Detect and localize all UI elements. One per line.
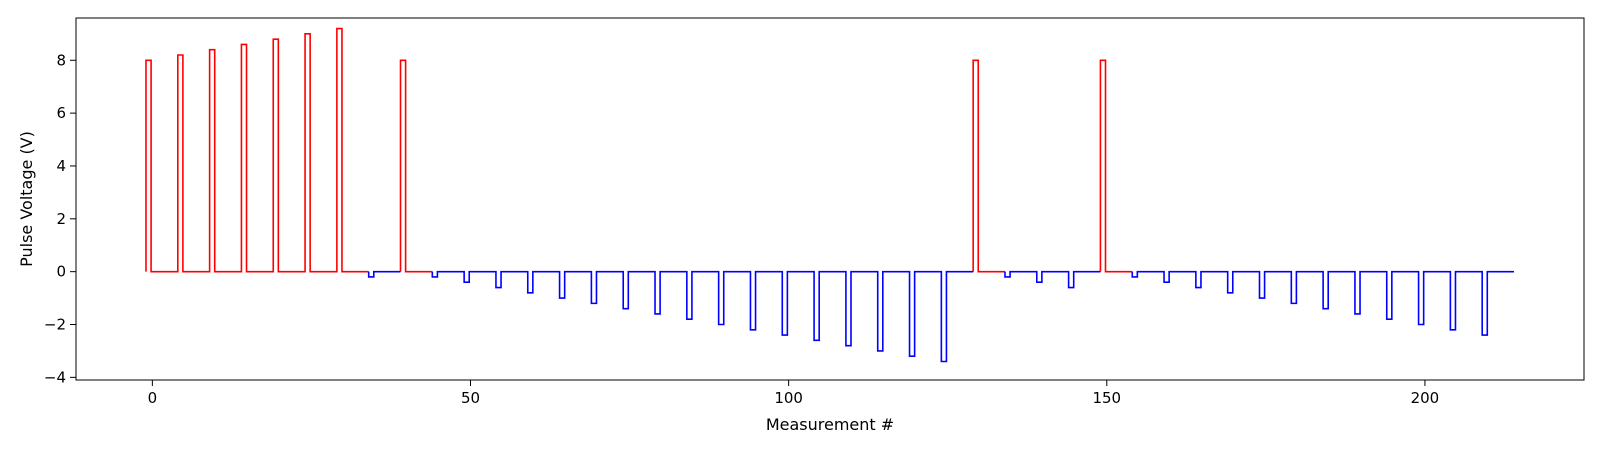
x-axis-ticks: 0 50 100 150 200 — [148, 380, 1440, 407]
x-tick-label: 0 — [148, 389, 158, 407]
series-1-segment-2 — [1004, 270, 1101, 289]
x-tick-label: 200 — [1411, 389, 1440, 407]
y-tick-label: 0 — [56, 263, 66, 281]
series-1-segment-3 — [1131, 270, 1515, 336]
y-tick-label: −2 — [44, 316, 66, 334]
plot-frame — [75, 17, 1585, 381]
series-1-segment-0 — [367, 270, 401, 278]
x-tick-label: 100 — [774, 389, 803, 407]
y-axis-ticks: −4 −2 0 2 4 6 8 — [44, 51, 76, 386]
series-layer — [145, 27, 1515, 363]
series-0-segment-2 — [972, 59, 1005, 273]
y-tick-label: 8 — [56, 51, 66, 69]
y-tick-label: −4 — [44, 368, 66, 386]
y-tick-label: 6 — [56, 104, 66, 122]
x-tick-label: 150 — [1092, 389, 1121, 407]
series-1-segment-1 — [431, 270, 974, 363]
y-axis-label: Pulse Voltage (V) — [17, 131, 36, 267]
series-0-segment-3 — [1099, 59, 1133, 273]
x-tick-label: 50 — [461, 389, 480, 407]
series-0-segment-0 — [145, 27, 369, 273]
x-axis-label: Measurement # — [766, 415, 894, 434]
y-tick-label: 4 — [56, 157, 66, 175]
y-tick-label: 2 — [56, 210, 66, 228]
series-0-segment-1 — [399, 59, 433, 273]
